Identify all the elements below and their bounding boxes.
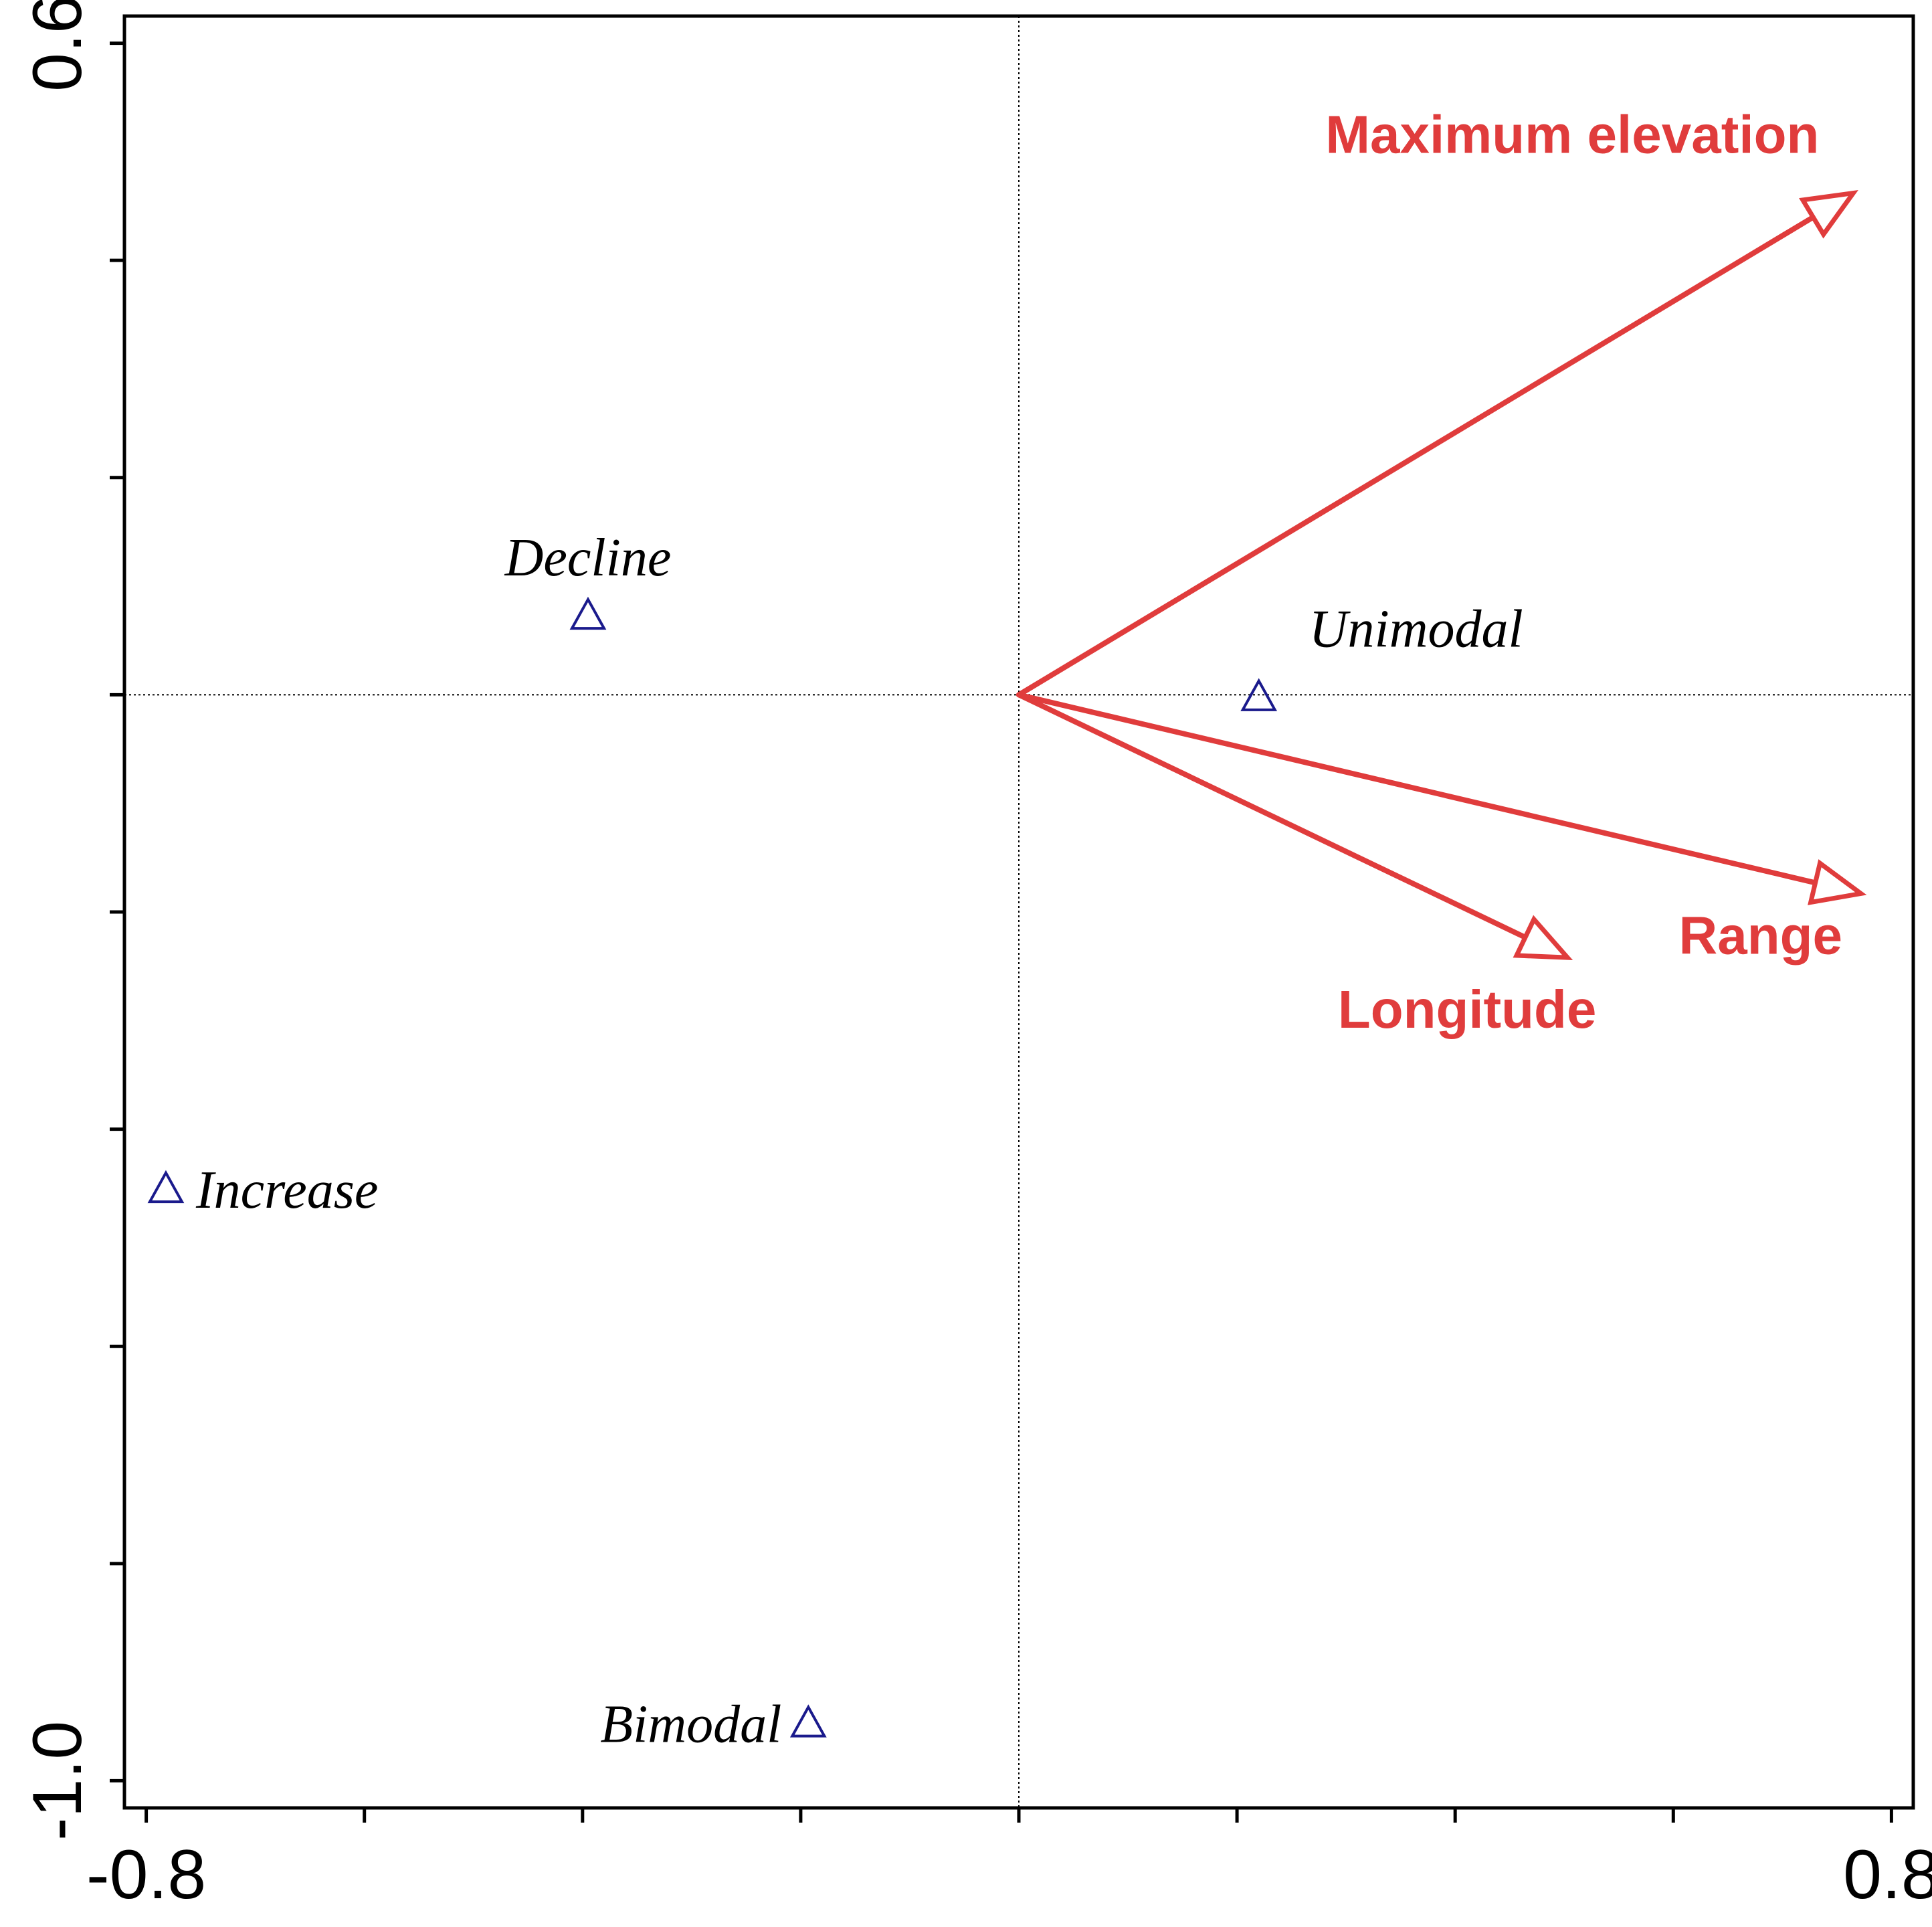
maximum-elevation-arrowhead (1799, 189, 1858, 239)
maximum-elevation-arrow (1016, 214, 1816, 698)
decline-point (569, 596, 607, 630)
unimodal-point (1240, 678, 1278, 711)
increase-label: Increase (195, 1161, 378, 1220)
x-tick-label: 0.8 (1843, 1836, 1932, 1914)
longitude-arrowhead (1513, 915, 1573, 961)
range-label: Range (1678, 905, 1842, 965)
bimodal-point (789, 1704, 827, 1738)
increase-point (147, 1170, 185, 1204)
y-tick-label: -1.0 (19, 1721, 96, 1841)
longitude-label: Longitude (1338, 980, 1597, 1039)
x-tick-label: -0.8 (86, 1836, 206, 1914)
unimodal-label: Unimodal (1309, 600, 1523, 659)
longitude-arrow (1016, 692, 1529, 940)
y-tick-label: 0.6 (19, 0, 96, 92)
bimodal-label: Bimodal (600, 1695, 781, 1754)
maximum-elevation-label: Maximum elevation (1325, 105, 1819, 165)
decline-label: Decline (504, 529, 672, 587)
range-arrowhead (1808, 859, 1867, 905)
range-arrow (1016, 692, 1818, 886)
